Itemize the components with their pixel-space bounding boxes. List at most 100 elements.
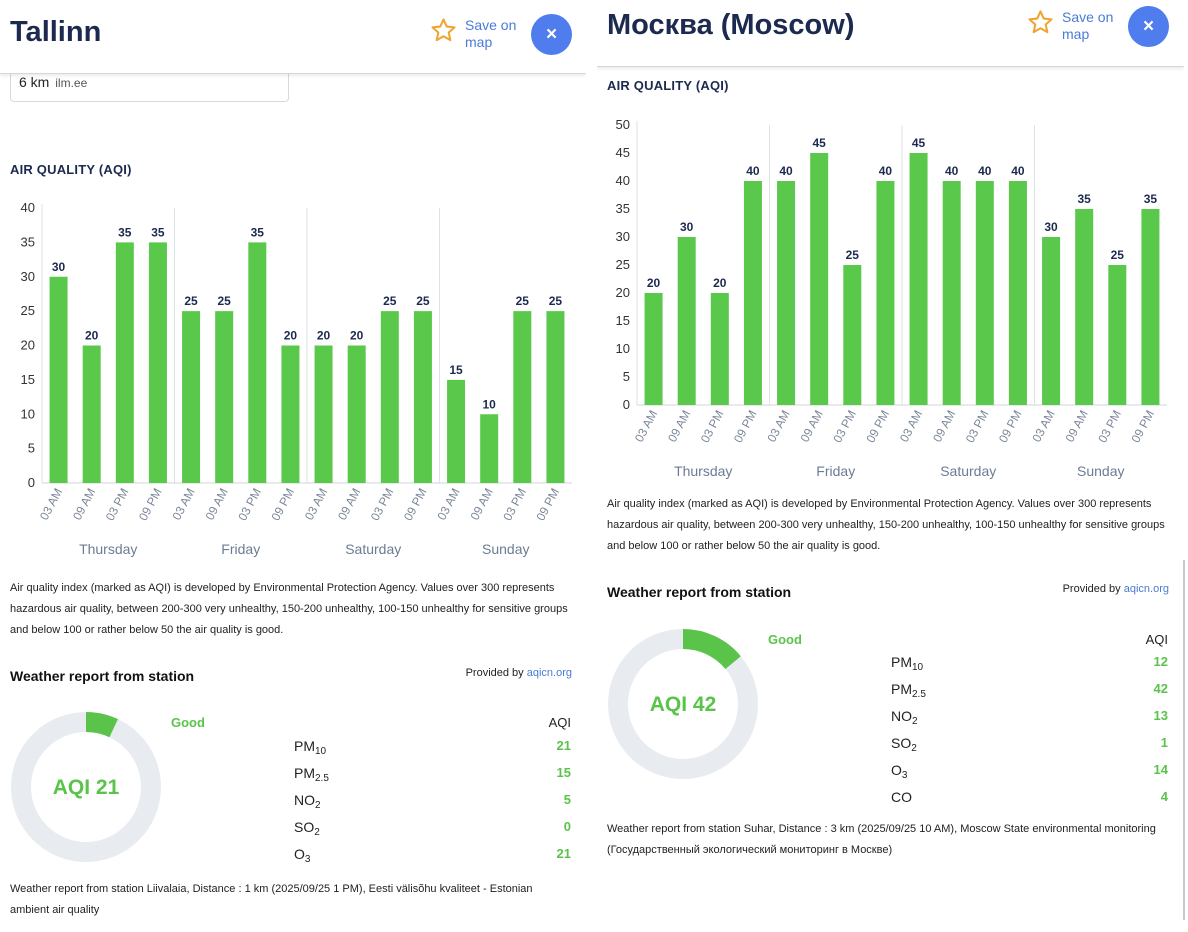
pollutant-value: 5 <box>563 792 571 807</box>
data-label: 20 <box>284 329 298 343</box>
data-label: 40 <box>746 164 760 178</box>
day-group-label: Sunday <box>482 541 529 557</box>
pollutant-name: PM2.5 <box>891 681 926 700</box>
close-button[interactable]: × <box>531 14 572 55</box>
x-tick-label: 09 PM <box>863 408 892 445</box>
station-info: Weather report from station Liivalaia, D… <box>10 883 533 916</box>
pollutant-subscript: 2 <box>314 827 320 838</box>
bar <box>1108 265 1127 405</box>
pollutant-name: CO <box>891 789 912 805</box>
weather-report-title: Weather report from station <box>10 668 195 684</box>
donut-value-arc <box>608 629 758 779</box>
distance-value: 6 km <box>19 74 50 90</box>
data-label: 40 <box>879 164 893 178</box>
bar <box>942 181 961 405</box>
x-tick-label: 03 AM <box>897 408 925 445</box>
data-label: 10 <box>483 397 497 411</box>
x-tick-label: 09 PM <box>533 486 562 523</box>
star-icon <box>1028 10 1053 34</box>
aqi-bar-chart: 0 5 10 15 20 25 30 35 40 30 03 AM 20 09 AM 35 03 PM 35 0… <box>21 200 572 557</box>
y-tick-label: 5 <box>28 441 35 456</box>
pollutant-subscript: 3 <box>304 854 311 865</box>
y-tick-label: 45 <box>616 145 630 160</box>
pollutant-value: 42 <box>1153 681 1168 696</box>
data-label: 30 <box>1044 220 1058 234</box>
y-tick-label: 0 <box>28 475 35 490</box>
distance-source: ilm.ee <box>55 76 88 90</box>
aqi-bar-chart: 0 5 10 15 20 25 30 35 40 45 50 20 03 AM 30 09 AM 20 03 P… <box>616 117 1167 479</box>
data-label: 15 <box>449 363 463 377</box>
bar <box>82 345 101 483</box>
bar <box>513 311 532 483</box>
bar <box>546 311 565 483</box>
data-label: 30 <box>52 260 66 274</box>
bar <box>347 345 366 483</box>
data-label: 25 <box>416 294 430 308</box>
bar <box>115 242 134 483</box>
aqi-status-label: Good <box>768 632 802 647</box>
bar <box>644 293 663 405</box>
aqicn-link[interactable]: aqicn.org <box>526 667 572 679</box>
y-tick-label: 15 <box>21 372 35 387</box>
x-tick-label: 09 AM <box>335 486 363 523</box>
pollutant-subscript: 2 <box>911 743 917 754</box>
pollutant-subscript: 2 <box>315 800 321 811</box>
tallinn-panel: Tallinn Save on map × 6 km ilm.ee AIR QU… <box>0 0 586 932</box>
y-tick-label: 10 <box>21 406 35 421</box>
x-tick-label: 03 PM <box>1095 408 1124 445</box>
y-tick-label: 10 <box>616 341 630 356</box>
pollutant-subscript: 2 <box>912 716 918 727</box>
bar <box>743 181 762 405</box>
pollutant-row: NO2 13 <box>891 708 1168 728</box>
aqi-column-header: AQI <box>1145 632 1168 647</box>
scrollbar[interactable] <box>1183 560 1185 920</box>
provided-by: Provided by aqicn.org <box>466 667 572 679</box>
save-on-map-button[interactable]: Save on map <box>1027 9 1122 43</box>
aqicn-link[interactable]: aqicn.org <box>1123 583 1169 595</box>
pollutant-row: PM10 21 <box>294 738 571 758</box>
pollutant-name: SO2 <box>891 735 917 754</box>
aqi-column-header: AQI <box>548 715 571 730</box>
x-tick-label: 09 PM <box>731 408 760 445</box>
data-label: 25 <box>516 294 530 308</box>
data-label: 25 <box>549 294 563 308</box>
x-tick-label: 03 PM <box>235 486 264 523</box>
y-tick-label: 35 <box>616 201 630 216</box>
bar <box>281 345 300 483</box>
city-title: Москва (Moscow) <box>607 9 855 41</box>
star-icon <box>431 18 456 42</box>
y-tick-label: 20 <box>616 285 630 300</box>
bar <box>710 293 729 405</box>
data-label: 25 <box>383 294 397 308</box>
save-on-map-button[interactable]: Save on map <box>430 17 525 51</box>
bar <box>1141 209 1160 405</box>
pollutant-subscript: 2.5 <box>912 689 926 700</box>
pollutant-value: 21 <box>556 738 571 753</box>
day-group-label: Friday <box>221 541 260 557</box>
data-label: 20 <box>317 329 331 343</box>
pollutant-row: PM2.5 42 <box>891 681 1168 701</box>
bar <box>975 181 994 405</box>
day-group-label: Friday <box>816 463 855 479</box>
bar <box>380 311 399 483</box>
data-label: 45 <box>912 136 926 150</box>
aqi-description: Air quality index (marked as AQI) is dev… <box>607 498 1165 552</box>
pollutant-subscript: 10 <box>315 746 327 757</box>
x-tick-label: 09 PM <box>1128 408 1157 445</box>
x-tick-label: 03 PM <box>963 408 992 445</box>
pollutant-value: 21 <box>556 846 571 861</box>
data-label: 35 <box>1144 192 1158 206</box>
x-tick-label: 09 AM <box>665 408 693 445</box>
bar <box>182 311 201 483</box>
bar <box>480 414 499 483</box>
close-button[interactable]: × <box>1128 6 1169 47</box>
pollutant-value: 12 <box>1153 654 1168 669</box>
data-label: 20 <box>647 276 661 290</box>
data-label: 20 <box>713 276 727 290</box>
data-label: 35 <box>118 225 132 239</box>
day-group-label: Sunday <box>1077 463 1124 479</box>
day-group-label: Thursday <box>79 541 137 557</box>
close-icon: × <box>545 23 558 45</box>
aqi-section-title: AIR QUALITY (AQI) <box>607 78 729 93</box>
weather-report-title: Weather report from station <box>607 584 792 600</box>
